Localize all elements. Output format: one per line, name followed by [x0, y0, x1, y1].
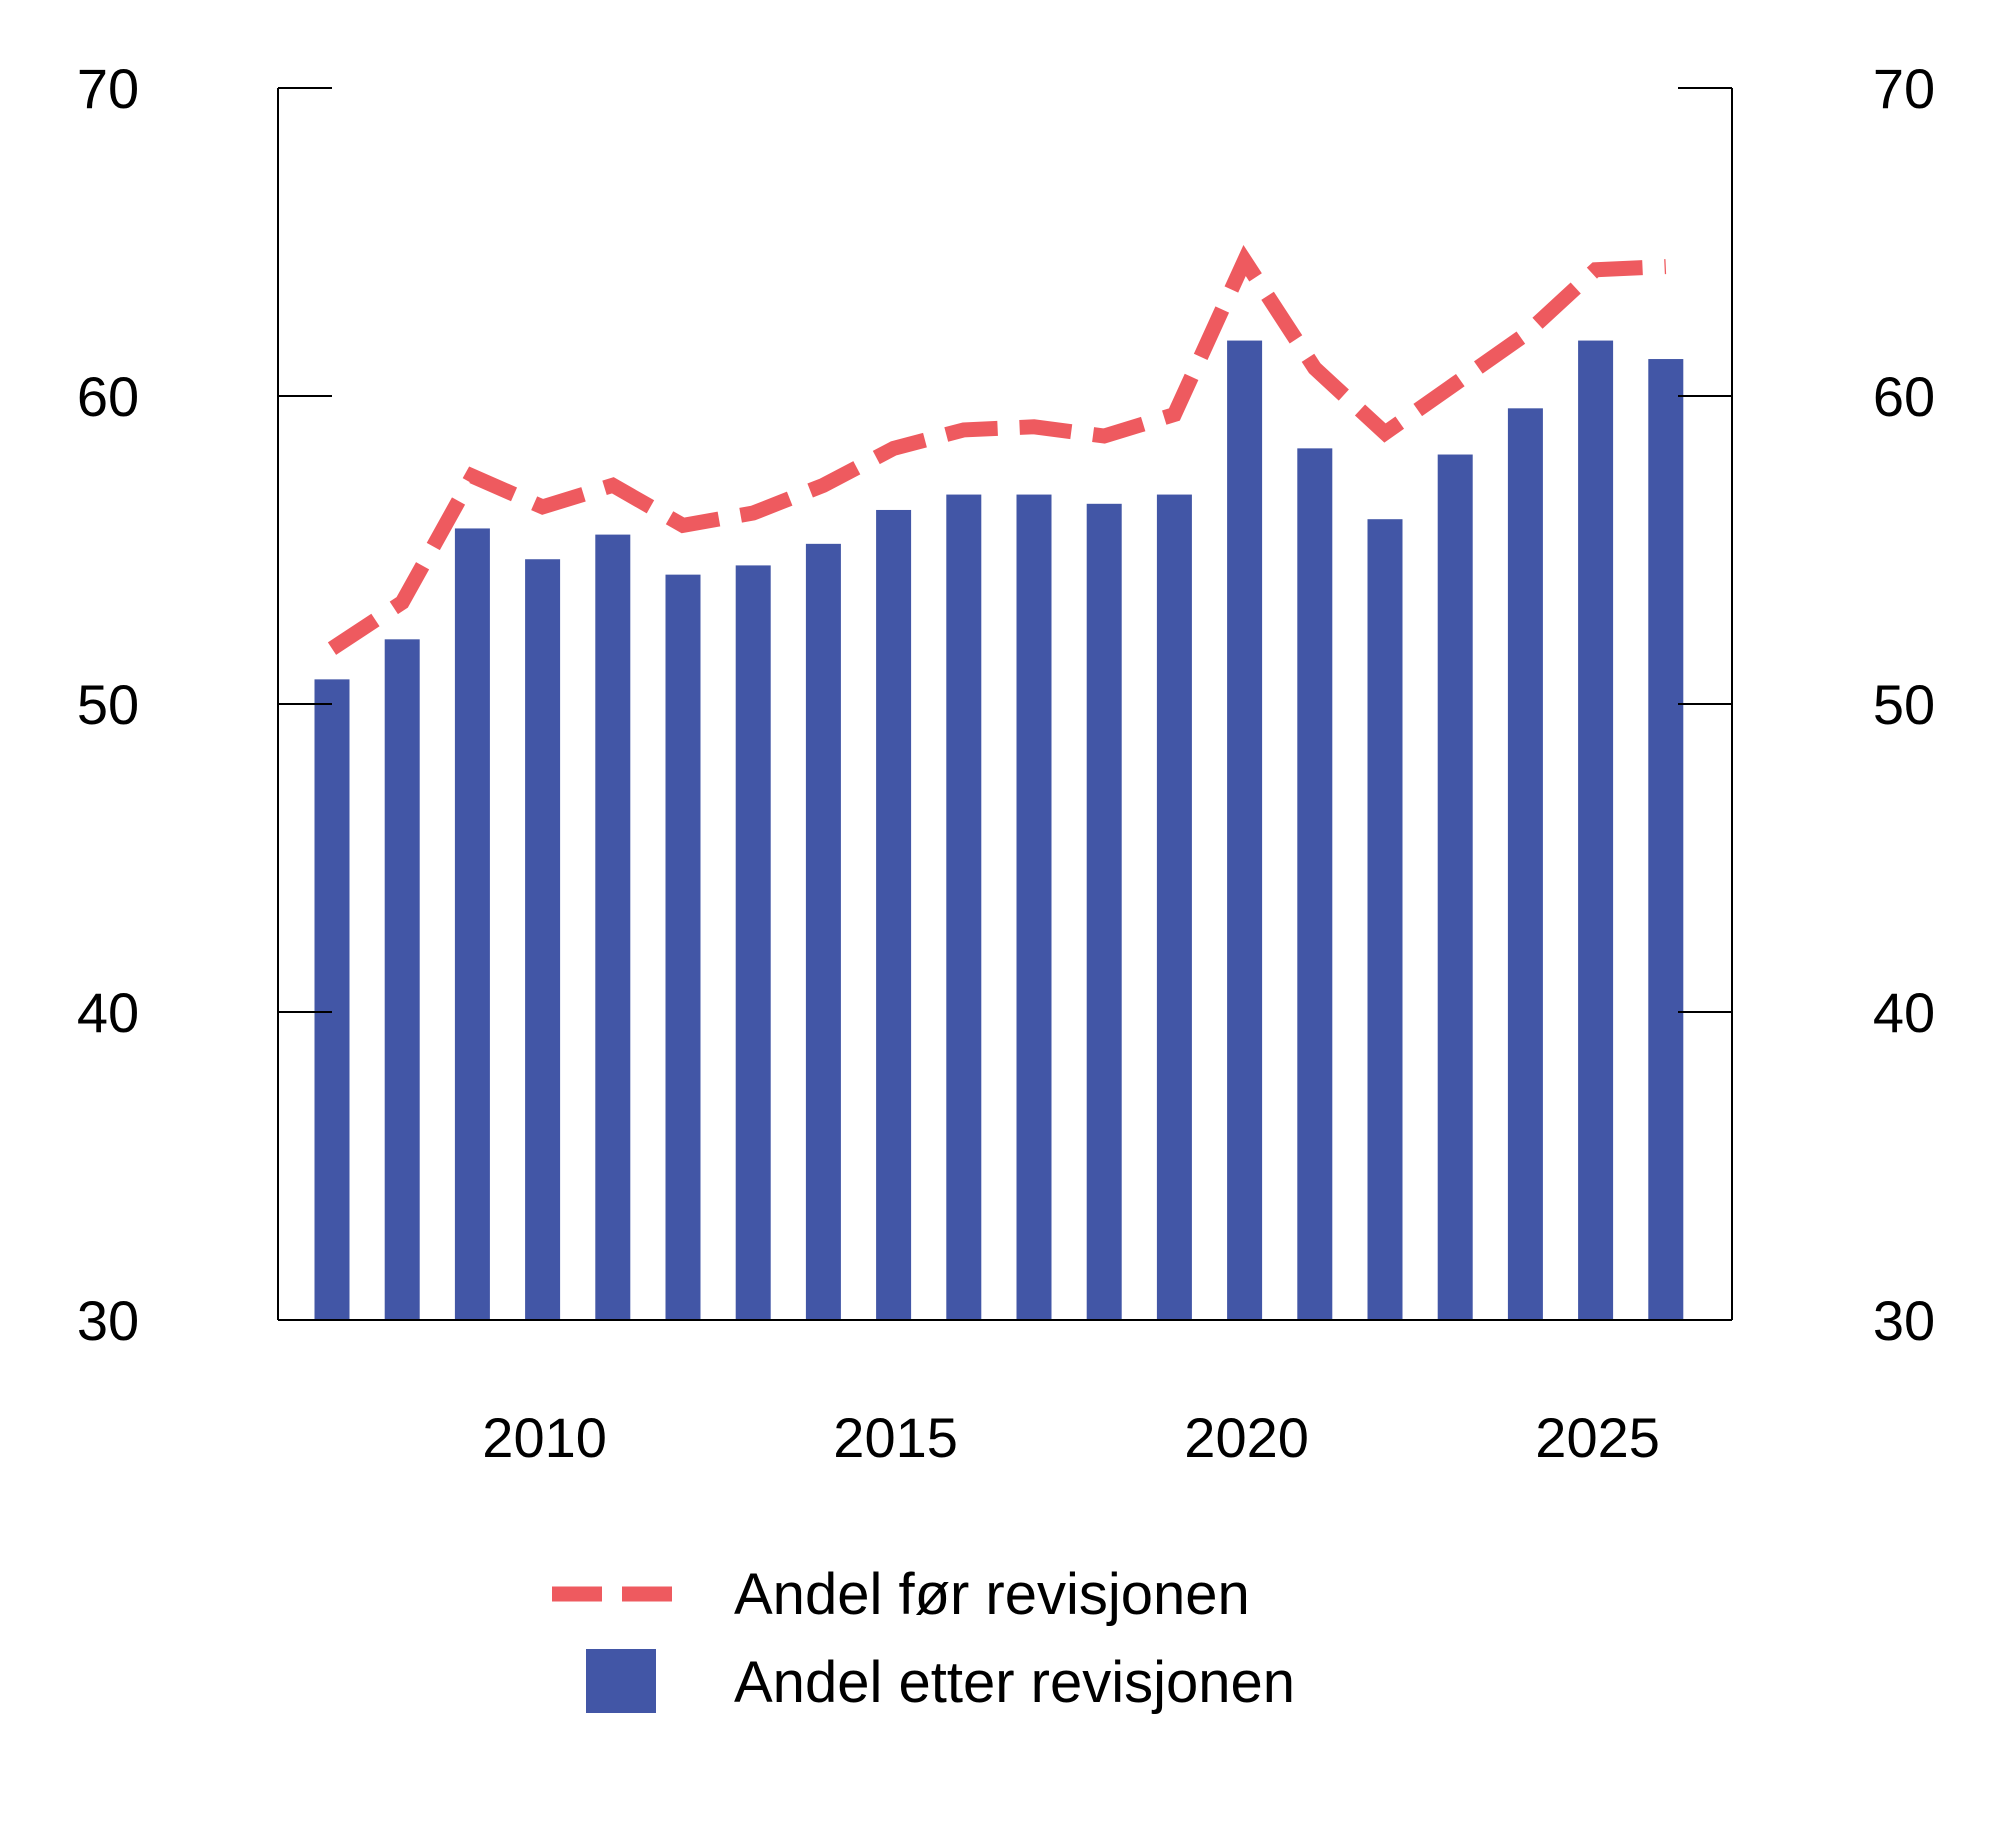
bar-2018 — [1086, 503, 1122, 1320]
bar-2012 — [665, 574, 701, 1320]
y-tick-label-left: 30 — [77, 1289, 139, 1352]
bar-2015 — [876, 509, 912, 1321]
y-tick-label-left: 50 — [77, 673, 139, 736]
bar-2026 — [1648, 359, 1684, 1320]
y-tick-label-left: 40 — [77, 981, 139, 1044]
x-tick-label: 2025 — [1535, 1406, 1660, 1469]
bar-2022 — [1367, 519, 1403, 1320]
bar-2020 — [1227, 340, 1263, 1320]
ticks-layer: 30 30 40 40 50 50 60 60 70 70 2010 2015 2020 2025 — [77, 57, 1935, 1469]
bars-layer — [314, 340, 1684, 1321]
line-layer — [327, 244, 1667, 655]
y-tick-label-right: 50 — [1873, 673, 1935, 736]
y-tick-label-right: 30 — [1873, 1289, 1935, 1352]
legend: Andel før revisjonen Andel etter revisjo… — [552, 1562, 1295, 1715]
bar-2019 — [1156, 494, 1192, 1320]
y-tick-label-left: 70 — [77, 57, 139, 120]
bar-2021 — [1297, 448, 1333, 1320]
bar-2009 — [454, 528, 490, 1320]
y-tick-label-right: 60 — [1873, 365, 1935, 428]
bar-2007 — [314, 679, 350, 1320]
bar-2017 — [1016, 494, 1052, 1320]
bar-2016 — [946, 494, 982, 1320]
legend-label-after-revision: Andel etter revisjonen — [734, 1650, 1295, 1715]
x-tick-label: 2020 — [1184, 1406, 1309, 1469]
x-tick-label: 2010 — [482, 1406, 607, 1469]
x-tick-label: 2015 — [833, 1406, 958, 1469]
bar-2023 — [1437, 454, 1473, 1320]
y-tick-label-right: 40 — [1873, 981, 1935, 1044]
y-tick-label-right: 70 — [1873, 57, 1935, 120]
legend-label-before-revision: Andel før revisjonen — [734, 1562, 1250, 1627]
bar-2014 — [805, 543, 841, 1320]
bar-2008 — [384, 639, 420, 1320]
bar-2025 — [1578, 340, 1614, 1320]
bar-2010 — [525, 559, 561, 1320]
legend-bar-swatch — [586, 1649, 656, 1713]
bar-2013 — [735, 565, 771, 1320]
bar-2011 — [595, 534, 631, 1320]
y-tick-label-left: 60 — [77, 365, 139, 428]
bar-2024 — [1507, 408, 1543, 1320]
line-before-revision — [327, 244, 1667, 655]
